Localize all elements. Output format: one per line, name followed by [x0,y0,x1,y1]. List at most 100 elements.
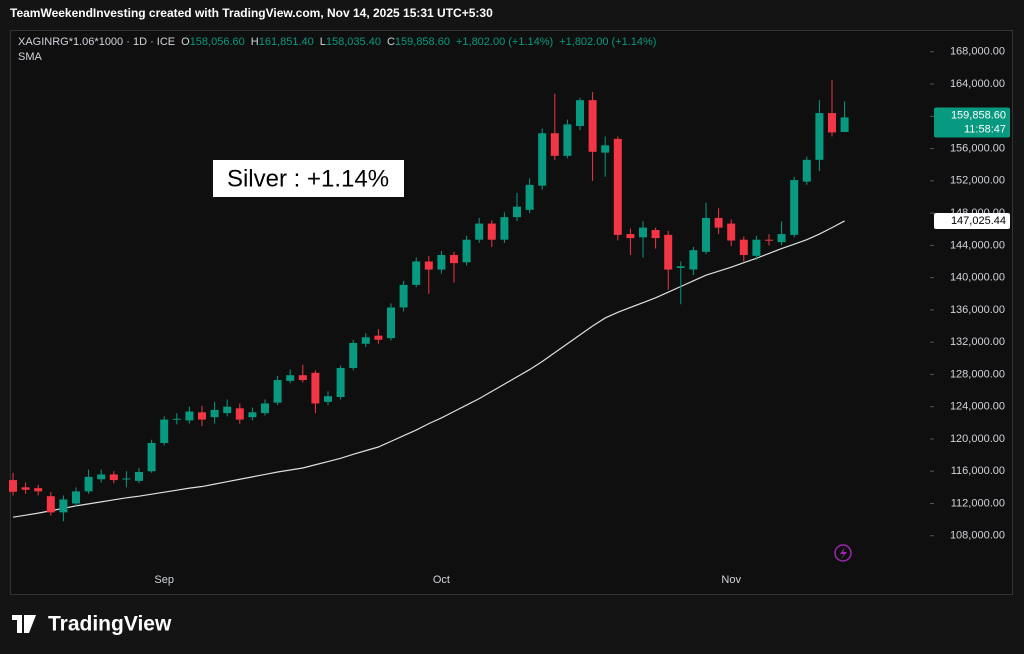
y-tick-label: 112,000.00 [951,497,1005,509]
legend: XAGINRG*1.06*1000 · 1D · ICE O158,056.60 H… [18,36,662,63]
sma-price-label: 147,025.44 [951,215,1006,227]
candle-body [714,217,723,228]
candle-body [450,255,458,264]
legend-item: 158,056.60 [189,36,245,48]
candle-body [374,335,383,340]
candle-body [84,476,93,492]
candle-body [185,411,194,421]
candle-body [210,409,219,418]
candle-body [298,375,307,381]
candle-body [72,491,80,504]
candle-body [349,342,358,368]
candle-body [122,478,131,480]
candle-body [752,239,761,256]
legend-item: 158,035.40 [325,36,381,48]
attribution: TeamWeekendInvesting created with Tradin… [10,6,493,20]
candle-body [324,396,332,402]
annotation: Silver : +1.14% [227,165,389,192]
legend-line: XAGINRG*1.06*1000 · 1D · ICE O158,056.60 H… [18,36,662,48]
legend-item: O [181,36,190,48]
candle-body [639,227,647,238]
legend-item: 161,851.40 [258,36,314,48]
candle-body [336,367,345,397]
candle-body [802,159,811,182]
candle-body [9,480,17,492]
y-tick-label: 156,000.00 [950,142,1005,154]
candle-body [437,255,446,270]
candle-body [487,223,496,240]
candle-body [97,474,106,480]
candle-body [513,206,521,218]
candle-body [626,234,635,239]
candle-body [172,418,181,420]
candle-body [475,223,484,240]
candle-body [59,499,68,513]
candle-body [462,239,471,263]
candle-body [689,250,698,270]
y-tick-label: 132,000.00 [950,336,1005,348]
countdown: 11:58:47 [964,123,1006,135]
sma-price-box [934,212,1010,229]
y-tick-label: 124,000.00 [950,401,1005,413]
candle-body [664,234,673,270]
candle-body [399,284,408,308]
candle-body [135,472,143,481]
y-tick-label: 108,000.00 [950,530,1005,542]
candle-body [828,113,836,133]
alert-icon[interactable] [834,544,852,562]
candle-body [261,403,269,414]
candle-body [223,406,232,414]
y-tick-label: 152,000.00 [950,175,1005,187]
candle-body [147,442,156,472]
candle-body [613,138,622,235]
candle-body [765,239,773,241]
candle-body [651,230,660,239]
candle-body [21,487,30,490]
brand: TradingView [48,613,172,636]
candle-body [424,261,433,270]
candle-body [286,375,295,381]
symbol: XAGINRG*1.06*1000 · 1D · ICE [18,36,176,48]
candle-body [538,133,547,186]
candle-body [311,372,320,404]
legend-item: C [386,36,395,48]
legend-item: +1,802.00 (+1.14%) [559,36,657,48]
legend-item: L [319,36,326,48]
y-tick-label: 144,000.00 [950,239,1005,251]
logo-icon [12,615,36,633]
candle-body [576,100,584,126]
alert-bolt [840,547,847,559]
candle-body [815,113,824,160]
sma-line [12,220,845,518]
candle-body [160,419,169,443]
candle-body [525,184,534,210]
candle-body [739,239,748,256]
candle-body [361,337,370,344]
candle-body [34,488,43,492]
candle-body [273,380,282,403]
candle-body [550,133,559,156]
y-tick-label: 168,000.00 [950,46,1005,58]
y-tick-label: 164,000.00 [950,78,1005,90]
last-price-label: 159,858.60 [951,109,1006,121]
candle-body [500,217,509,240]
candle-body [840,117,849,132]
x-tick-label: Nov [721,574,741,586]
y-tick-label: 120,000.00 [950,433,1005,445]
candle-body [412,261,421,285]
annotation-box [213,160,404,197]
candle-body [109,474,118,481]
candle-body [601,145,610,153]
last-price-box [934,107,1010,138]
candle-body [46,496,55,513]
y-tick-label: 136,000.00 [950,304,1005,316]
candle-body [777,234,786,243]
x-tick-label: Sep [154,574,174,586]
candle-body [198,412,206,420]
candle-body [235,408,244,420]
candle-body [387,307,395,339]
candle-body [727,223,736,241]
candle-body [248,412,257,418]
